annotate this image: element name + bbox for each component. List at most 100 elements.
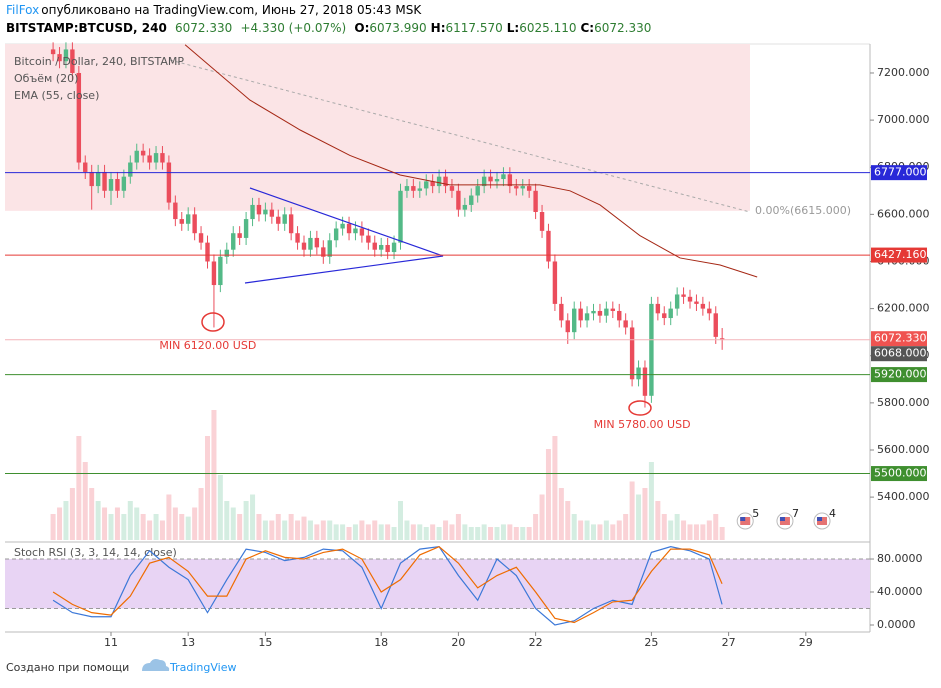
- candle-body: [391, 242, 397, 253]
- candle-body: [501, 174, 506, 180]
- volume-bar: [616, 520, 622, 540]
- volume-bar: [140, 514, 146, 540]
- volume-bar: [500, 524, 506, 540]
- candle-body: [321, 247, 326, 257]
- candle-body: [514, 186, 519, 189]
- candle-body: [719, 338, 725, 340]
- candle-body: [398, 190, 403, 243]
- volume-bar: [172, 507, 178, 540]
- volume-bar: [513, 527, 519, 540]
- candle-body: [333, 228, 339, 241]
- event-count: 5: [752, 507, 759, 520]
- volume-bar: [108, 514, 114, 540]
- candle-body: [301, 242, 307, 250]
- volume-bar: [642, 488, 648, 540]
- volume-bar: [475, 527, 481, 540]
- level-label: 6072.330: [874, 332, 927, 345]
- y-tick-label: 6600.000: [877, 207, 930, 220]
- candle-body: [456, 190, 461, 210]
- candle-body: [76, 72, 82, 163]
- trend-line: [169, 59, 751, 213]
- candle-body: [115, 179, 120, 191]
- candle-body: [642, 367, 648, 396]
- volume-bar: [95, 501, 101, 540]
- candle-body: [147, 155, 152, 163]
- volume-bar: [102, 507, 108, 540]
- event-count: 4: [829, 507, 836, 520]
- y-tick-label: 5800.000: [877, 396, 930, 409]
- event-count: 7: [792, 507, 799, 520]
- volume-bar: [674, 514, 680, 540]
- candle-body: [57, 54, 62, 62]
- volume-bar: [256, 514, 262, 540]
- logo: [142, 659, 170, 671]
- candle-body: [694, 301, 699, 304]
- candle-body: [166, 162, 172, 203]
- main-pane: 0.00%(6615.000): [5, 42, 851, 540]
- stoch-band: [5, 559, 870, 609]
- candle-body: [617, 310, 622, 321]
- candle-body: [430, 181, 435, 187]
- volume-bar: [661, 514, 667, 540]
- ohlc-label: O:: [354, 21, 370, 35]
- header-line: FilFox опубликовано на TradingView.com, И…: [6, 3, 425, 17]
- candle-body: [385, 244, 390, 253]
- volume-bar: [385, 524, 391, 540]
- candle-body: [282, 214, 287, 224]
- stoch-y-tick-label: 0.0000: [877, 618, 916, 631]
- candle-body: [662, 313, 667, 319]
- footer-brand[interactable]: TradingView: [169, 661, 236, 674]
- candle-body: [707, 308, 712, 314]
- candle-body: [610, 308, 616, 311]
- volume-bar: [648, 462, 654, 540]
- volume-bar: [307, 520, 313, 540]
- candle-body: [552, 261, 558, 304]
- candle-body: [379, 244, 384, 250]
- candle-body: [655, 303, 661, 314]
- ohlc-label: L:: [506, 21, 520, 35]
- candle-body: [584, 313, 590, 321]
- volume-bar: [597, 524, 603, 540]
- candle-body: [173, 202, 178, 220]
- event-flag-canton: [740, 517, 746, 521]
- volume-bar: [591, 524, 597, 540]
- level-label-bg: [871, 346, 927, 362]
- level-label: 5920.000: [874, 368, 927, 381]
- volume-bar: [571, 514, 577, 540]
- x-tick-label: 20: [451, 636, 465, 649]
- event-flag-canton: [779, 517, 785, 521]
- volume-bar: [57, 507, 63, 540]
- stoch-y-tick-label: 40.0000: [877, 585, 923, 598]
- volume-bar: [82, 462, 88, 540]
- candle-body: [494, 179, 500, 182]
- candle-body: [346, 223, 352, 234]
- candle-body: [237, 233, 242, 238]
- volume-bar: [706, 520, 712, 540]
- volume-bar: [700, 524, 706, 540]
- candle-body: [424, 181, 429, 189]
- min-circle: [201, 312, 225, 332]
- volume-bar: [230, 507, 236, 540]
- volume-bar: [481, 524, 487, 540]
- volume-bar: [69, 488, 75, 540]
- candle-body: [256, 204, 262, 215]
- ohlc-label: H:: [430, 21, 446, 35]
- volume-bar: [552, 436, 558, 540]
- volume-bar: [121, 514, 127, 540]
- candle-body: [687, 296, 693, 302]
- ohlc-value: 6072.330: [594, 21, 652, 35]
- volume-bar: [166, 494, 172, 540]
- volume-bar: [558, 488, 564, 540]
- stoch-y-tick-label: 80.0000: [877, 552, 923, 565]
- candle-body: [572, 308, 577, 333]
- level-label-bg: [871, 466, 927, 482]
- volume-bar: [430, 524, 436, 540]
- candle-body: [507, 174, 513, 187]
- volume-bar: [250, 494, 256, 540]
- volume-bar: [462, 524, 468, 540]
- y-tick-label: 5400.000: [877, 490, 930, 503]
- volume-bar: [398, 501, 404, 540]
- x-tick-label: 13: [181, 636, 195, 649]
- volume-bar: [436, 527, 442, 540]
- candle-body: [50, 49, 56, 55]
